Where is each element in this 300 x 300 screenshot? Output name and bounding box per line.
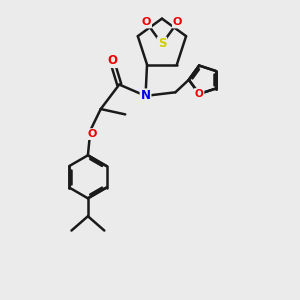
Text: O: O xyxy=(195,89,203,99)
Text: O: O xyxy=(87,129,97,139)
Text: S: S xyxy=(158,38,166,50)
Text: O: O xyxy=(173,17,182,28)
Text: O: O xyxy=(108,54,118,67)
Text: N: N xyxy=(140,89,151,102)
Text: O: O xyxy=(142,17,151,28)
